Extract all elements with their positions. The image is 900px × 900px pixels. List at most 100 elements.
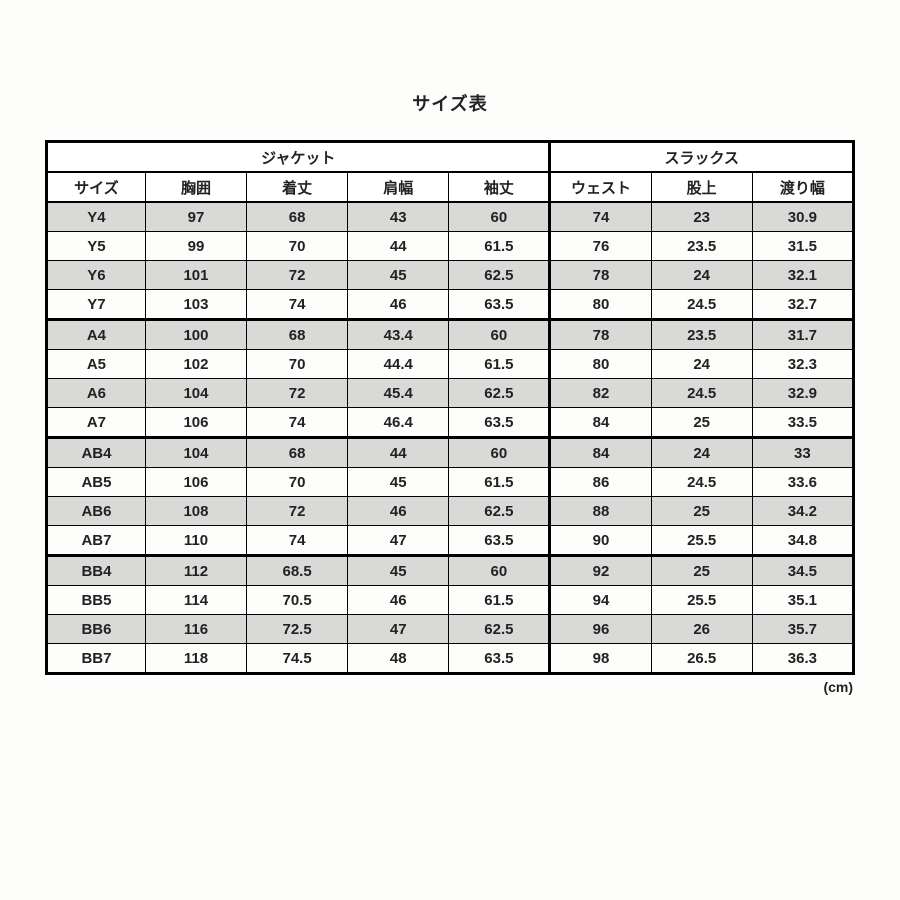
cell-waist: 78 [550,261,651,290]
table-row: BB511470.54661.59425.535.1 [47,586,854,615]
cell-rise: 24.5 [651,379,752,408]
section-jacket: ジャケット [47,142,550,173]
cell-size: BB4 [47,556,146,586]
cell-rise: 24 [651,261,752,290]
cell-waist: 90 [550,526,651,556]
size-table: ジャケット スラックス サイズ 胸囲 着丈 肩幅 袖丈 ウェスト 股上 渡り幅 … [45,140,855,675]
table-row: Y6101724562.5782432.1 [47,261,854,290]
cell-length: 70 [247,232,348,261]
cell-thigh: 31.7 [752,320,853,350]
cell-length: 68 [247,320,348,350]
cell-rise: 25 [651,408,752,438]
cell-thigh: 33.6 [752,468,853,497]
table-row: A61047245.462.58224.532.9 [47,379,854,408]
table-row: Y7103744663.58024.532.7 [47,290,854,320]
cell-size: A7 [47,408,146,438]
page: サイズ表 ジャケット スラックス サイズ 胸囲 着丈 肩幅 袖丈 ウェスト [0,0,900,900]
table-row: Y497684360742330.9 [47,202,854,232]
cell-length: 74.5 [247,644,348,674]
cell-shoulder: 44.4 [348,350,449,379]
cell-sleeve: 63.5 [449,290,550,320]
cell-thigh: 34.8 [752,526,853,556]
table-row: AB7110744763.59025.534.8 [47,526,854,556]
cell-chest: 103 [145,290,246,320]
cell-waist: 78 [550,320,651,350]
cell-sleeve: 61.5 [449,350,550,379]
cell-rise: 24 [651,438,752,468]
cell-size: AB5 [47,468,146,497]
cell-chest: 112 [145,556,246,586]
cell-waist: 82 [550,379,651,408]
cell-length: 70 [247,468,348,497]
cell-sleeve: 63.5 [449,526,550,556]
cell-chest: 101 [145,261,246,290]
col-sleeve: 袖丈 [449,172,550,202]
cell-thigh: 33 [752,438,853,468]
cell-thigh: 35.7 [752,615,853,644]
cell-thigh: 36.3 [752,644,853,674]
cell-chest: 106 [145,408,246,438]
table-row: AB4104684460842433 [47,438,854,468]
cell-rise: 24.5 [651,290,752,320]
cell-waist: 94 [550,586,651,615]
cell-length: 70 [247,350,348,379]
cell-length: 70.5 [247,586,348,615]
col-thigh: 渡り幅 [752,172,853,202]
cell-length: 72.5 [247,615,348,644]
cell-sleeve: 63.5 [449,644,550,674]
cell-size: AB7 [47,526,146,556]
cell-shoulder: 46 [348,586,449,615]
cell-waist: 80 [550,290,651,320]
cell-shoulder: 46 [348,497,449,526]
cell-sleeve: 60 [449,320,550,350]
cell-thigh: 35.1 [752,586,853,615]
table-row: A41006843.4607823.531.7 [47,320,854,350]
cell-size: Y7 [47,290,146,320]
cell-chest: 102 [145,350,246,379]
cell-rise: 23 [651,202,752,232]
cell-thigh: 30.9 [752,202,853,232]
cell-shoulder: 43.4 [348,320,449,350]
cell-shoulder: 48 [348,644,449,674]
cell-shoulder: 46 [348,290,449,320]
cell-waist: 76 [550,232,651,261]
cell-thigh: 32.3 [752,350,853,379]
cell-rise: 26 [651,615,752,644]
table-row: A51027044.461.5802432.3 [47,350,854,379]
table-wrap: ジャケット スラックス サイズ 胸囲 着丈 肩幅 袖丈 ウェスト 股上 渡り幅 … [45,140,855,695]
column-row: サイズ 胸囲 着丈 肩幅 袖丈 ウェスト 股上 渡り幅 [47,172,854,202]
cell-size: A6 [47,379,146,408]
cell-size: BB7 [47,644,146,674]
cell-length: 74 [247,290,348,320]
cell-rise: 25 [651,497,752,526]
table-row: BB411268.54560922534.5 [47,556,854,586]
cell-rise: 25 [651,556,752,586]
cell-sleeve: 60 [449,202,550,232]
cell-length: 72 [247,379,348,408]
cell-waist: 92 [550,556,651,586]
cell-waist: 88 [550,497,651,526]
cell-size: BB5 [47,586,146,615]
cell-waist: 96 [550,615,651,644]
cell-shoulder: 45 [348,468,449,497]
cell-sleeve: 61.5 [449,468,550,497]
cell-chest: 100 [145,320,246,350]
cell-chest: 106 [145,468,246,497]
cell-waist: 98 [550,644,651,674]
cell-chest: 108 [145,497,246,526]
cell-length: 74 [247,408,348,438]
cell-waist: 84 [550,438,651,468]
cell-rise: 26.5 [651,644,752,674]
table-row: AB5106704561.58624.533.6 [47,468,854,497]
cell-shoulder: 47 [348,526,449,556]
cell-chest: 99 [145,232,246,261]
cell-thigh: 32.1 [752,261,853,290]
cell-waist: 84 [550,408,651,438]
cell-rise: 23.5 [651,232,752,261]
table-head: ジャケット スラックス サイズ 胸囲 着丈 肩幅 袖丈 ウェスト 股上 渡り幅 [47,142,854,203]
cell-sleeve: 63.5 [449,408,550,438]
section-slacks: スラックス [550,142,854,173]
col-length: 着丈 [247,172,348,202]
cell-shoulder: 46.4 [348,408,449,438]
cell-length: 68.5 [247,556,348,586]
